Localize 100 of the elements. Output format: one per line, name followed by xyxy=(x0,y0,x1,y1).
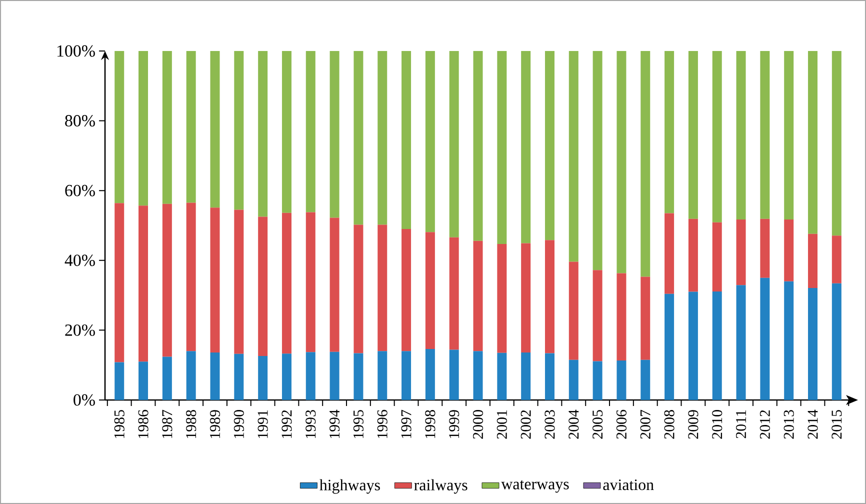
bar xyxy=(449,237,459,350)
bar xyxy=(616,50,626,274)
x-tick-label: 1989 xyxy=(210,410,220,438)
bar xyxy=(449,350,459,400)
bar xyxy=(760,50,770,219)
bar xyxy=(330,50,340,218)
legend-label: waterways xyxy=(501,480,569,493)
bar xyxy=(592,270,602,362)
y-tick-label: 80% xyxy=(65,115,95,127)
bar xyxy=(258,50,268,217)
bar xyxy=(736,285,746,400)
bar xyxy=(544,50,554,240)
bar xyxy=(234,354,244,400)
bar xyxy=(592,50,602,270)
x-tick-label: 2003 xyxy=(544,410,555,439)
bar xyxy=(640,360,650,400)
x-tick-label: 2002 xyxy=(520,410,531,439)
x-tick-label: 2008 xyxy=(664,410,674,439)
bar xyxy=(832,236,842,284)
bar xyxy=(354,353,364,400)
bar xyxy=(306,352,316,400)
bar xyxy=(664,294,674,400)
x-tick-label: 2013 xyxy=(784,410,794,439)
y-tick-label: 0% xyxy=(74,394,95,406)
bar xyxy=(186,50,196,203)
bar xyxy=(784,220,794,282)
bar xyxy=(808,234,818,288)
bar xyxy=(378,50,388,225)
bar xyxy=(114,203,124,362)
x-tick-label: 2010 xyxy=(712,410,722,439)
bar xyxy=(712,50,722,222)
bar xyxy=(616,360,626,400)
bar xyxy=(210,208,220,353)
bar xyxy=(473,50,483,241)
bar xyxy=(162,204,172,357)
x-tick-label: 2015 xyxy=(832,410,842,439)
bar xyxy=(449,50,459,238)
bar xyxy=(616,273,626,361)
bar xyxy=(521,50,531,244)
y-tick-label: 20% xyxy=(65,324,95,336)
x-tick-label: 2014 xyxy=(808,410,818,439)
x-tick-label: 2004 xyxy=(568,410,579,439)
x-tick-label: 1999 xyxy=(449,410,460,438)
bar xyxy=(354,50,364,225)
bar xyxy=(138,206,148,362)
legend-label: highways xyxy=(320,479,380,494)
bar xyxy=(378,224,388,352)
bar xyxy=(258,216,268,356)
x-tick-label: 1996 xyxy=(377,410,388,438)
bar xyxy=(521,352,531,400)
bar xyxy=(592,361,602,400)
bar xyxy=(760,278,770,400)
bar xyxy=(497,352,507,400)
bar xyxy=(664,50,674,214)
bar xyxy=(138,50,148,206)
x-tick-label: 1986 xyxy=(138,410,148,438)
x-tick-label: 1990 xyxy=(234,410,244,438)
bar xyxy=(402,351,412,400)
bar xyxy=(258,356,268,400)
bar xyxy=(234,210,244,354)
x-tick-label: 2006 xyxy=(616,410,627,439)
bar xyxy=(306,212,316,352)
x-tick-label: 2007 xyxy=(640,410,650,439)
bar xyxy=(330,352,340,400)
x-tick-label: 1993 xyxy=(306,410,316,438)
bar xyxy=(640,50,650,277)
bar xyxy=(544,353,554,400)
legend-label: railways xyxy=(414,479,468,494)
bar xyxy=(784,50,794,220)
bar xyxy=(138,362,148,400)
bar xyxy=(282,212,292,354)
x-tick-label: 1995 xyxy=(353,410,364,438)
bar xyxy=(162,50,172,204)
bar xyxy=(210,352,220,400)
x-tick-label: 2000 xyxy=(472,410,484,439)
bar xyxy=(402,50,412,229)
x-tick-label: 1992 xyxy=(282,410,292,438)
x-tick-label: 2001 xyxy=(496,410,507,439)
y-tick-label: 100% xyxy=(57,45,95,57)
bar xyxy=(306,50,316,212)
bar xyxy=(114,50,124,204)
bar xyxy=(114,362,124,400)
bar xyxy=(234,50,244,210)
bar xyxy=(425,50,435,232)
x-tick-label: 2005 xyxy=(592,410,603,439)
x-tick-label: 1998 xyxy=(425,410,436,438)
x-tick-label: 1987 xyxy=(162,410,172,438)
bar xyxy=(640,276,650,360)
bar xyxy=(760,218,770,278)
bar xyxy=(402,228,412,352)
bar xyxy=(425,232,435,350)
x-tick-label: 1985 xyxy=(114,410,124,438)
x-tick-label: 2012 xyxy=(760,410,770,439)
bar xyxy=(497,244,507,353)
bar xyxy=(808,50,818,234)
bar xyxy=(832,50,842,236)
bar xyxy=(186,351,196,400)
bar xyxy=(784,281,794,400)
x-tick-label: 1994 xyxy=(330,410,340,438)
x-tick-label: 1988 xyxy=(186,410,196,438)
